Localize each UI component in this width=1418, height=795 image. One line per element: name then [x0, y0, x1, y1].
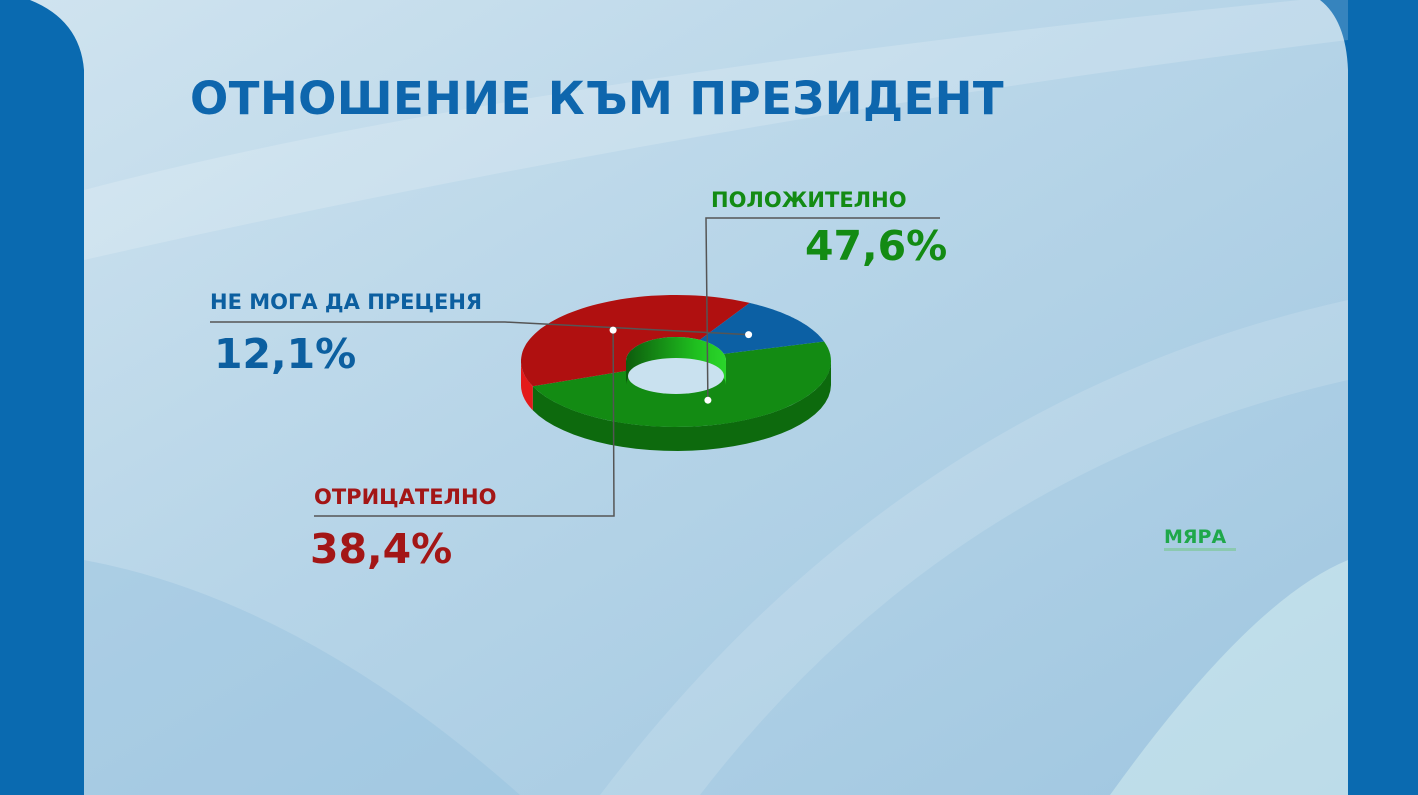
leader-line-positive	[705, 217, 940, 401]
slice-positive	[532, 341, 831, 427]
slice-undecided	[699, 302, 825, 354]
label-negative: ОТРИЦАТЕЛНО	[314, 485, 497, 509]
slice-negative	[521, 295, 750, 387]
label-undecided: НЕ МОГА ДА ПРЕЦЕНЯ	[210, 290, 483, 314]
slice-wall-positive	[532, 361, 831, 451]
leader-dot-undecided	[745, 331, 753, 339]
value-undecided: 12,1%	[214, 330, 357, 378]
leader-line-negative	[314, 330, 615, 517]
leader-dot-negative	[609, 326, 617, 334]
slice-wall-negative	[521, 361, 533, 411]
donut-hole	[628, 358, 724, 394]
pollster-logo-underline	[1164, 548, 1236, 551]
value-negative: 38,4%	[310, 525, 453, 573]
label-positive: ПОЛОЖИТЕЛНО	[711, 188, 907, 212]
leader-line-undecided	[210, 321, 749, 336]
value-positive: 47,6%	[805, 222, 948, 270]
leader-dot-positive	[704, 396, 712, 404]
pollster-logo: МЯРА	[1164, 526, 1227, 548]
chart-title: ОТНОШЕНИЕ КЪМ ПРЕЗИДЕНТ	[190, 72, 1005, 125]
